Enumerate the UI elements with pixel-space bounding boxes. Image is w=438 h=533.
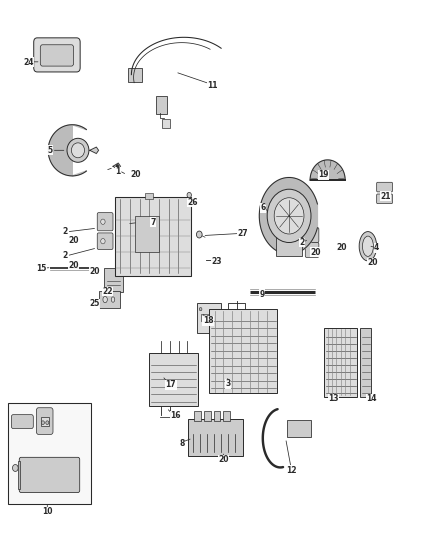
Polygon shape (113, 163, 120, 169)
FancyBboxPatch shape (156, 96, 167, 114)
Text: 12: 12 (286, 466, 297, 474)
Text: 27: 27 (238, 229, 248, 238)
FancyBboxPatch shape (11, 415, 33, 429)
Ellipse shape (13, 464, 18, 472)
Text: 16: 16 (170, 411, 180, 420)
FancyBboxPatch shape (104, 268, 123, 292)
FancyBboxPatch shape (305, 228, 319, 243)
Ellipse shape (41, 421, 45, 424)
FancyBboxPatch shape (305, 243, 319, 257)
Bar (135, 216, 159, 252)
Polygon shape (310, 160, 345, 180)
Bar (204, 411, 211, 421)
Text: 8: 8 (179, 439, 184, 448)
Text: 9: 9 (259, 290, 265, 298)
Text: 20: 20 (218, 455, 229, 464)
Ellipse shape (196, 231, 202, 238)
Ellipse shape (101, 239, 105, 244)
Text: 25: 25 (89, 300, 99, 308)
Ellipse shape (199, 308, 202, 311)
FancyBboxPatch shape (128, 68, 142, 82)
Ellipse shape (71, 143, 85, 158)
Ellipse shape (67, 139, 89, 163)
Ellipse shape (362, 236, 373, 256)
Bar (149, 353, 198, 406)
Text: 10: 10 (42, 507, 53, 516)
Text: 11: 11 (207, 81, 218, 90)
Text: 21: 21 (380, 192, 391, 200)
Text: 20: 20 (336, 244, 347, 252)
Ellipse shape (111, 297, 115, 302)
FancyBboxPatch shape (36, 408, 53, 434)
FancyBboxPatch shape (34, 38, 80, 72)
Bar (360, 328, 371, 397)
FancyBboxPatch shape (99, 291, 120, 308)
FancyBboxPatch shape (377, 182, 392, 192)
Text: 2: 2 (300, 238, 305, 247)
Ellipse shape (267, 189, 311, 243)
Bar (276, 229, 302, 256)
Bar (209, 309, 277, 393)
Polygon shape (48, 125, 86, 176)
Bar (223, 411, 230, 421)
Text: 22: 22 (102, 287, 113, 296)
Bar (18, 461, 20, 489)
Bar (8, 403, 91, 504)
Polygon shape (259, 177, 318, 254)
FancyBboxPatch shape (162, 119, 170, 128)
Text: 20: 20 (68, 261, 79, 270)
FancyBboxPatch shape (197, 303, 221, 333)
Bar (214, 411, 220, 421)
FancyBboxPatch shape (97, 233, 113, 249)
Bar (208, 314, 215, 321)
Text: 18: 18 (203, 317, 213, 325)
Bar (194, 411, 201, 421)
Text: 20: 20 (68, 237, 79, 245)
Text: 6: 6 (260, 204, 265, 212)
Bar (41, 417, 49, 426)
Text: 1: 1 (116, 167, 121, 176)
Text: 2: 2 (62, 252, 67, 260)
Text: 20: 20 (131, 171, 141, 179)
Bar (145, 193, 153, 199)
Text: 5: 5 (48, 146, 53, 155)
Text: 20: 20 (310, 248, 321, 256)
Ellipse shape (116, 165, 119, 168)
Text: 17: 17 (166, 381, 176, 389)
Ellipse shape (103, 296, 107, 303)
Text: 2: 2 (62, 228, 67, 236)
Text: 26: 26 (187, 198, 198, 207)
Text: 14: 14 (366, 394, 377, 403)
Ellipse shape (101, 219, 105, 224)
Ellipse shape (274, 198, 304, 234)
Text: 23: 23 (212, 257, 222, 265)
Bar (201, 314, 207, 321)
Text: 13: 13 (328, 394, 339, 403)
Ellipse shape (359, 231, 377, 261)
FancyBboxPatch shape (40, 45, 74, 66)
Text: 24: 24 (23, 58, 34, 67)
Text: 19: 19 (318, 171, 328, 179)
Text: 3: 3 (225, 379, 230, 388)
Ellipse shape (46, 421, 49, 424)
Text: 15: 15 (36, 264, 47, 272)
Ellipse shape (187, 192, 191, 198)
FancyBboxPatch shape (97, 213, 113, 231)
Bar (324, 328, 357, 397)
Text: 20: 20 (89, 268, 99, 276)
Bar (287, 420, 311, 437)
FancyBboxPatch shape (188, 419, 243, 456)
FancyBboxPatch shape (377, 194, 392, 204)
Bar (115, 197, 191, 276)
Text: 4: 4 (374, 244, 379, 252)
Polygon shape (90, 147, 99, 154)
Text: 7: 7 (151, 218, 156, 227)
FancyBboxPatch shape (19, 457, 80, 492)
Text: 20: 20 (367, 259, 378, 267)
